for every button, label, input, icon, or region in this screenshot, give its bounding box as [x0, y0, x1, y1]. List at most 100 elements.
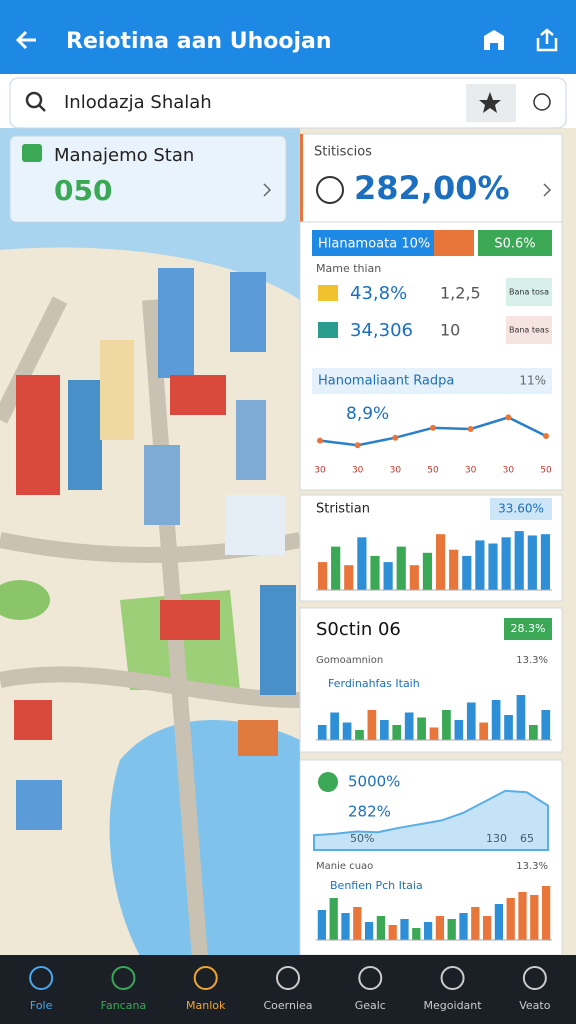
- water: [109, 720, 300, 956]
- nav-icon[interactable]: [440, 966, 465, 990]
- bar: [435, 916, 445, 940]
- bar: [392, 725, 402, 740]
- building: [230, 272, 266, 352]
- bar: [317, 562, 328, 590]
- row-icon: [318, 322, 338, 338]
- nav-label[interactable]: Manlok: [186, 999, 226, 1012]
- panel-corner: 11%: [519, 374, 546, 388]
- bar: [357, 537, 367, 590]
- subtitle: Gomoamnion: [316, 655, 383, 666]
- bar: [429, 727, 439, 740]
- bar: [423, 922, 433, 940]
- bar: [482, 916, 492, 940]
- line-chart: 30 30 30 50 30 30 50: [314, 414, 552, 476]
- bar: [449, 549, 459, 590]
- badge-text: S0.6%: [494, 237, 535, 252]
- nav-icon[interactable]: [111, 966, 136, 990]
- building: [144, 445, 180, 525]
- nav-icon[interactable]: [522, 966, 547, 990]
- chevron: [263, 183, 272, 197]
- badge: [478, 230, 552, 256]
- bar: [376, 916, 386, 940]
- bar: [353, 907, 362, 940]
- row-mid: 10: [440, 321, 460, 340]
- progress-bar: [312, 230, 434, 256]
- app-title: Reiotina aan Uhoojan: [66, 29, 332, 54]
- nav-label[interactable]: Fole: [30, 999, 53, 1012]
- summary-panel: [299, 221, 563, 491]
- search-icon: [25, 91, 43, 109]
- chevron: [543, 183, 552, 197]
- corner: 13.3%: [516, 655, 548, 666]
- bar: [530, 895, 539, 940]
- info-button[interactable]: [533, 93, 551, 111]
- bar: [422, 552, 433, 590]
- nav-icon[interactable]: [276, 966, 300, 990]
- nav-label[interactable]: Fancana: [101, 999, 147, 1012]
- row-mid: 1,2,5: [440, 284, 481, 303]
- corner: 13.3%: [516, 861, 548, 872]
- caption: Benfien Pch Itaia: [330, 879, 423, 892]
- badge-text: 28.3%: [511, 622, 546, 635]
- search-input[interactable]: Inlodazja Shalah: [64, 92, 212, 113]
- building: [260, 585, 296, 695]
- nav-label[interactable]: Veato: [519, 999, 550, 1012]
- x-tick-label: 30: [503, 466, 515, 476]
- bar: [518, 892, 527, 940]
- row-badge-text: Bana teas: [509, 326, 549, 335]
- area: [313, 789, 549, 851]
- row-badge-text: Bana tosa: [509, 288, 549, 297]
- x-tick-label: 30: [390, 466, 402, 476]
- badge: [490, 498, 552, 520]
- panel-title: S0ctin 06: [316, 619, 401, 640]
- back-button[interactable]: [15, 30, 36, 50]
- panel-title: Hanomaliaant Radpa: [318, 374, 454, 389]
- bar: [383, 562, 393, 590]
- nav-label[interactable]: Gealc: [355, 999, 386, 1012]
- row-value: 43,8%: [350, 283, 407, 304]
- subtitle: Mame thian: [316, 262, 381, 275]
- bar: [331, 546, 341, 590]
- bar: [329, 898, 338, 940]
- nav-icon[interactable]: [29, 966, 54, 990]
- nav-label[interactable]: Coerniea: [263, 999, 312, 1012]
- building: [158, 268, 194, 378]
- area-chart: [313, 789, 549, 851]
- bar: [379, 720, 389, 740]
- bar: [527, 535, 537, 590]
- bar: [516, 695, 526, 740]
- nav-icon[interactable]: [358, 966, 383, 990]
- home-button[interactable]: [484, 30, 504, 50]
- nav-label[interactable]: Megoidant: [424, 999, 483, 1012]
- building: [100, 340, 134, 440]
- info-card[interactable]: [9, 135, 287, 223]
- area-value: 5000%: [348, 773, 400, 791]
- bar: [442, 710, 451, 740]
- point: [392, 434, 399, 441]
- stats-card[interactable]: [299, 133, 563, 223]
- bar: [466, 702, 476, 740]
- row-badge: [506, 278, 552, 306]
- x-tick-label: 30: [352, 466, 364, 476]
- panel-header: [312, 368, 552, 394]
- x-tick-label: 30: [465, 466, 477, 476]
- area-tick: 65: [520, 832, 534, 845]
- progress-label: Hlanamoata 10%: [318, 237, 430, 252]
- bar: [491, 700, 501, 740]
- bar: [400, 919, 409, 940]
- search-bar[interactable]: [9, 77, 567, 129]
- share-button[interactable]: [536, 28, 558, 52]
- building: [16, 375, 60, 495]
- stats-value: 282,00%: [354, 169, 510, 207]
- bar: [501, 537, 511, 590]
- bar: [494, 904, 504, 940]
- row-value: 34,306: [350, 320, 413, 341]
- card-title: Manajemo Stan: [54, 145, 194, 166]
- bar: [541, 886, 551, 940]
- badge-text: 33.60%: [498, 502, 544, 516]
- nav-icon[interactable]: [193, 966, 218, 990]
- bar: [341, 913, 350, 940]
- bar: [488, 543, 498, 590]
- building: [236, 400, 266, 480]
- row-icon: [318, 285, 338, 301]
